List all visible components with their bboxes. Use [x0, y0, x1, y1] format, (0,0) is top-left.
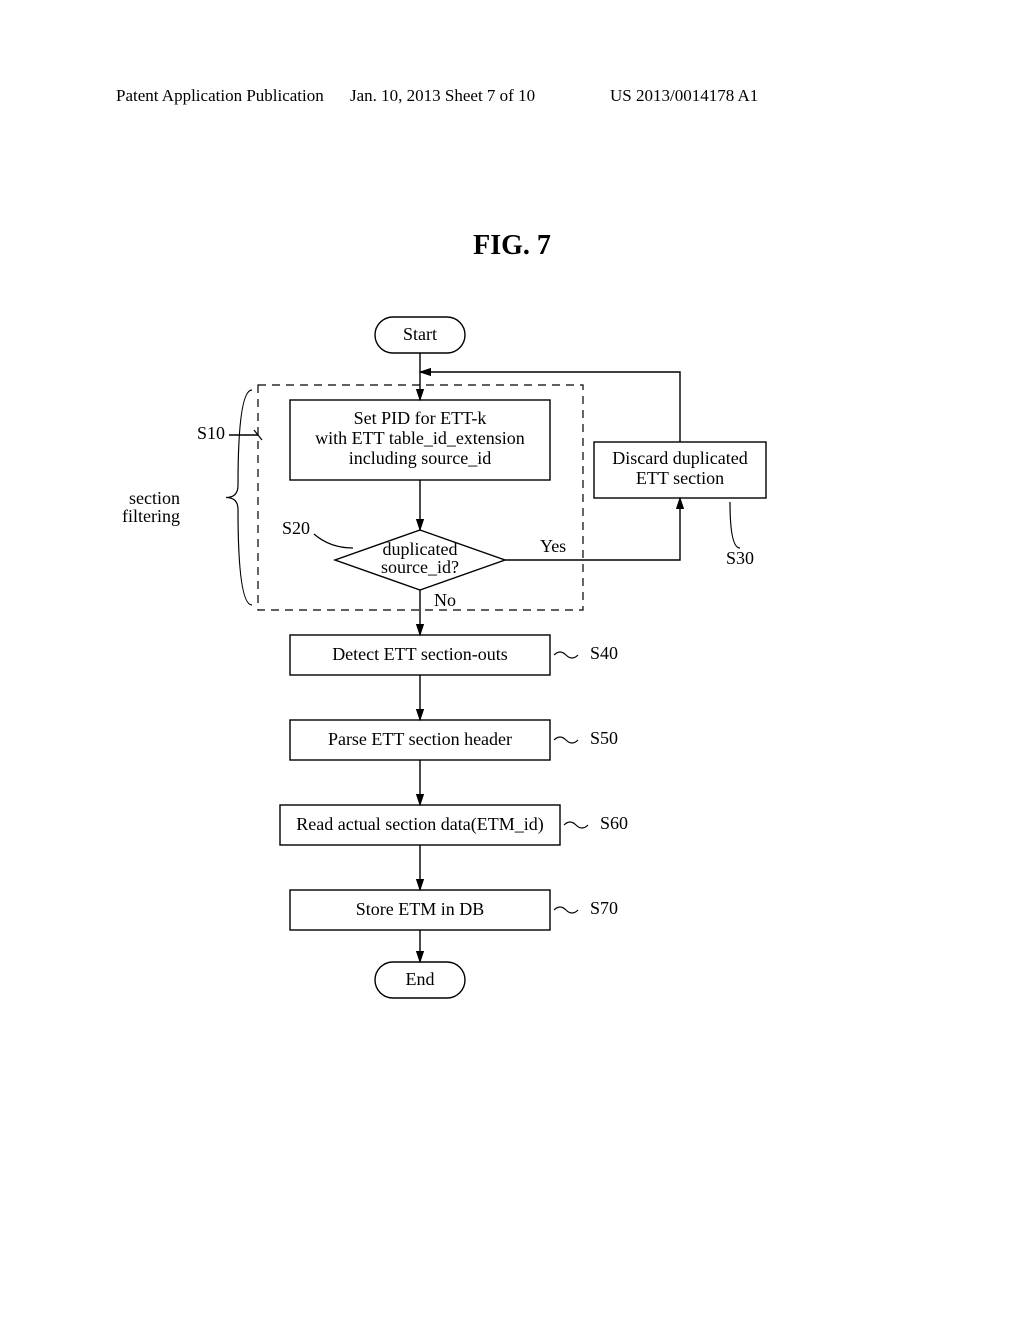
svg-text:ETT section: ETT section	[636, 468, 724, 488]
svg-text:S60: S60	[600, 813, 628, 833]
svg-text:Store ETM in DB: Store ETM in DB	[356, 899, 485, 919]
svg-text:with ETT table_id_extension: with ETT table_id_extension	[315, 428, 525, 448]
svg-text:Detect ETT section-outs: Detect ETT section-outs	[332, 644, 508, 664]
svg-text:Set PID for ETT-k: Set PID for ETT-k	[354, 408, 487, 428]
svg-text:Parse ETT section header: Parse ETT section header	[328, 729, 512, 749]
svg-text:Start: Start	[403, 324, 437, 344]
svg-text:Read actual section data(ETM_i: Read actual section data(ETM_id)	[296, 814, 543, 835]
svg-text:S30: S30	[726, 548, 754, 568]
svg-text:including source_id: including source_id	[349, 448, 491, 468]
svg-text:End: End	[406, 969, 435, 989]
svg-text:source_id?: source_id?	[381, 557, 459, 577]
svg-text:Discard duplicated: Discard duplicated	[612, 448, 747, 468]
flowchart-diagram: Start Set PID for ETT-kwith ETT table_id_…	[0, 0, 1024, 1320]
svg-text:S70: S70	[590, 898, 618, 918]
svg-text:S20: S20	[282, 518, 310, 538]
svg-text:section: section	[129, 488, 180, 508]
svg-text:filtering: filtering	[122, 506, 180, 526]
svg-text:duplicated: duplicated	[383, 539, 458, 559]
svg-text:S10: S10	[197, 423, 225, 443]
svg-text:S40: S40	[590, 643, 618, 663]
svg-text:S50: S50	[590, 728, 618, 748]
svg-text:Yes: Yes	[540, 536, 566, 556]
svg-text:No: No	[434, 590, 456, 610]
